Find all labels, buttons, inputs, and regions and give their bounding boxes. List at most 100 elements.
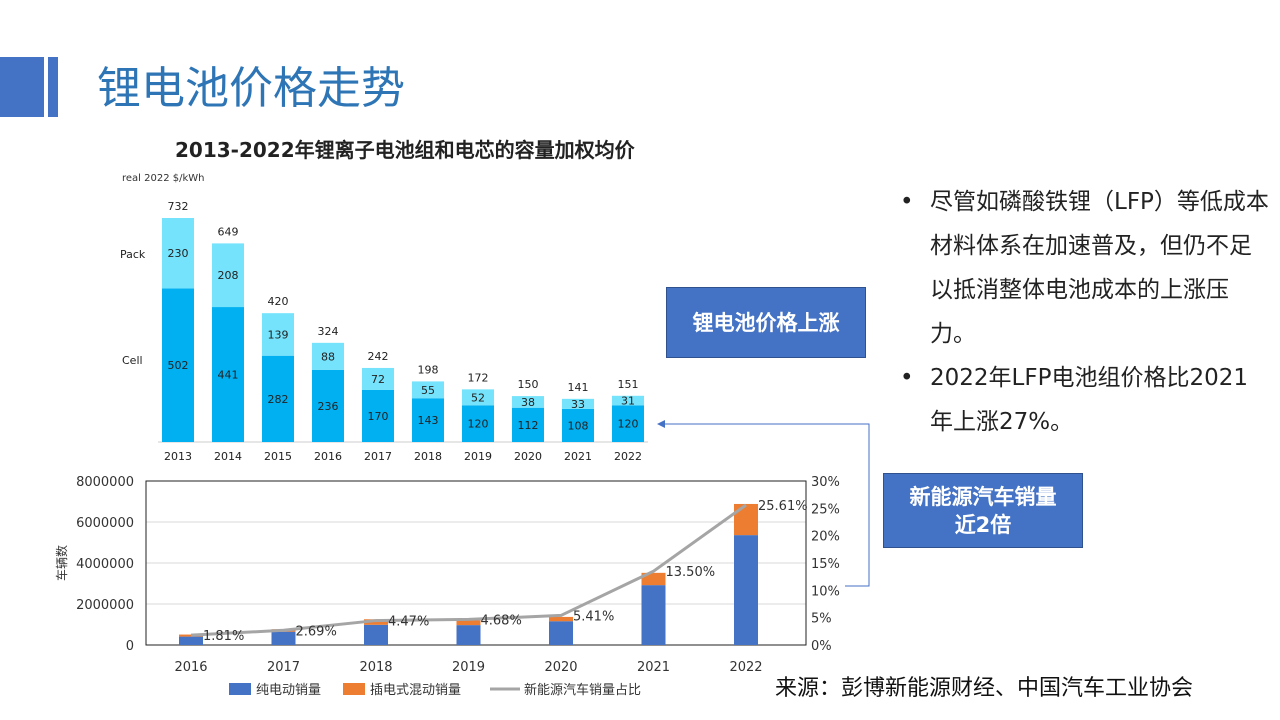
callout-price-rise: 锂电池价格上涨 [666,287,866,358]
arrow-head-icon [657,420,665,428]
bullet-text: 尽管如磷酸铁锂（LFP）等低成本材料体系在加速普及，但仍不足以抵消整体电池成本的… [930,189,1269,347]
label-pack: 139 [268,328,289,341]
callout-text: 锂电池价格上涨 [692,310,840,335]
x-tick: 2017 [364,450,392,463]
x-tick: 2015 [264,450,292,463]
title-accent-stripe [48,57,58,117]
label-pack: 52 [471,391,485,404]
y-tick: 6000000 [76,516,134,531]
label-cell: 120 [468,418,489,431]
label-total: 420 [268,295,289,308]
bar-bev [271,631,296,645]
share-label: 4.68% [481,613,522,628]
bar-bev [179,636,203,645]
x-tick: 2016 [174,660,207,675]
x-tick: 2013 [164,450,192,463]
bar-phev [734,503,758,536]
bar-bev [364,624,388,645]
label-cell: 236 [318,400,339,413]
label-cell: 170 [368,410,389,423]
legend-swatch-phev [343,683,365,695]
legend-cell: Cell [122,354,143,367]
label-pack: 38 [521,396,535,409]
bar-bev [549,621,573,645]
bar-pack [312,342,344,370]
chart1-ylabel: real 2022 $/kWh [122,173,205,184]
bar-pack [262,313,294,356]
x-tick: 2020 [544,660,577,675]
label-cell: 282 [268,393,289,406]
legend-share: 新能源汽车销量占比 [524,682,641,698]
label-total: 324 [318,325,339,338]
x-tick: 2019 [464,450,492,463]
share-label: 2.69% [296,624,337,639]
share-label: 13.50% [666,565,716,580]
bullet-icon: • [900,365,914,391]
x-tick: 2022 [614,450,642,463]
bar-pack [562,398,594,409]
label-pack: 33 [571,398,585,411]
x-tick: 2014 [214,450,242,463]
label-cell: 120 [618,418,639,431]
x-tick: 2019 [452,660,485,675]
bar-phev [456,620,481,626]
bar-pack [612,395,644,406]
bar-cell [612,405,644,442]
bar-pack [412,381,444,399]
y-tick: 0 [126,639,134,654]
y-tick: 8000000 [76,475,134,490]
bar-pack [212,243,244,308]
label-cell: 108 [568,419,589,432]
bullet-item: • 尽管如磷酸铁锂（LFP）等低成本材料体系在加速普及，但仍不足以抵消整体电池成本… [900,180,1270,356]
bar-cell [562,408,594,442]
page-title: 锂电池价格走势 [97,63,405,114]
legend-bev: 纯电动销量 [256,683,321,698]
callout-text: 近2倍 [954,512,1012,537]
title-accent-block [0,57,44,117]
bar-cell [512,407,544,442]
bar-phev [641,572,666,586]
y2-tick: 10% [811,584,840,599]
bar-pack [512,396,544,408]
label-pack: 72 [371,373,385,386]
bar-cell [262,355,294,442]
x-tick: 2018 [414,450,442,463]
bar-cell [212,307,244,442]
label-cell: 143 [418,414,439,427]
x-tick: 2018 [359,660,392,675]
bar-cell [412,398,444,442]
y2-tick: 15% [811,557,840,572]
y-tick: 4000000 [76,557,134,572]
y2-tick: 30% [811,475,840,490]
bar-cell [462,405,494,442]
label-total: 172 [468,371,489,384]
label-cell: 502 [168,359,189,372]
label-total: 141 [568,381,589,394]
bar-phev [179,634,203,637]
label-total: 151 [618,378,639,391]
bullet-text: 2022年LFP电池组价格比2021年上涨27%。 [930,365,1248,435]
x-tick: 2022 [729,660,762,675]
label-pack: 230 [168,247,189,260]
y2-tick: 25% [811,502,840,517]
label-cell: 112 [518,419,539,432]
bar-cell [312,369,344,442]
share-label: 4.47% [388,615,429,630]
y-tick: 2000000 [76,598,134,613]
bar-bev [456,625,481,645]
chart1-title: 2013-2022年锂离子电池组和电芯的容量加权均价 [175,138,635,162]
y2-tick: 0% [811,639,832,654]
y2-tick: 5% [811,612,832,627]
label-total: 732 [168,200,189,213]
y-axis-label: 车辆数 [54,545,69,581]
bar-bev [641,585,666,645]
label-pack: 55 [421,384,435,397]
bullet-list: • 尽管如磷酸铁锂（LFP）等低成本材料体系在加速普及，但仍不足以抵消整体电池成本… [900,180,1270,444]
label-total: 649 [218,225,239,238]
share-label: 1.81% [203,629,244,644]
label-pack: 208 [218,269,239,282]
label-cell: 441 [218,369,239,382]
label-pack: 31 [621,395,635,408]
x-tick: 2020 [514,450,542,463]
